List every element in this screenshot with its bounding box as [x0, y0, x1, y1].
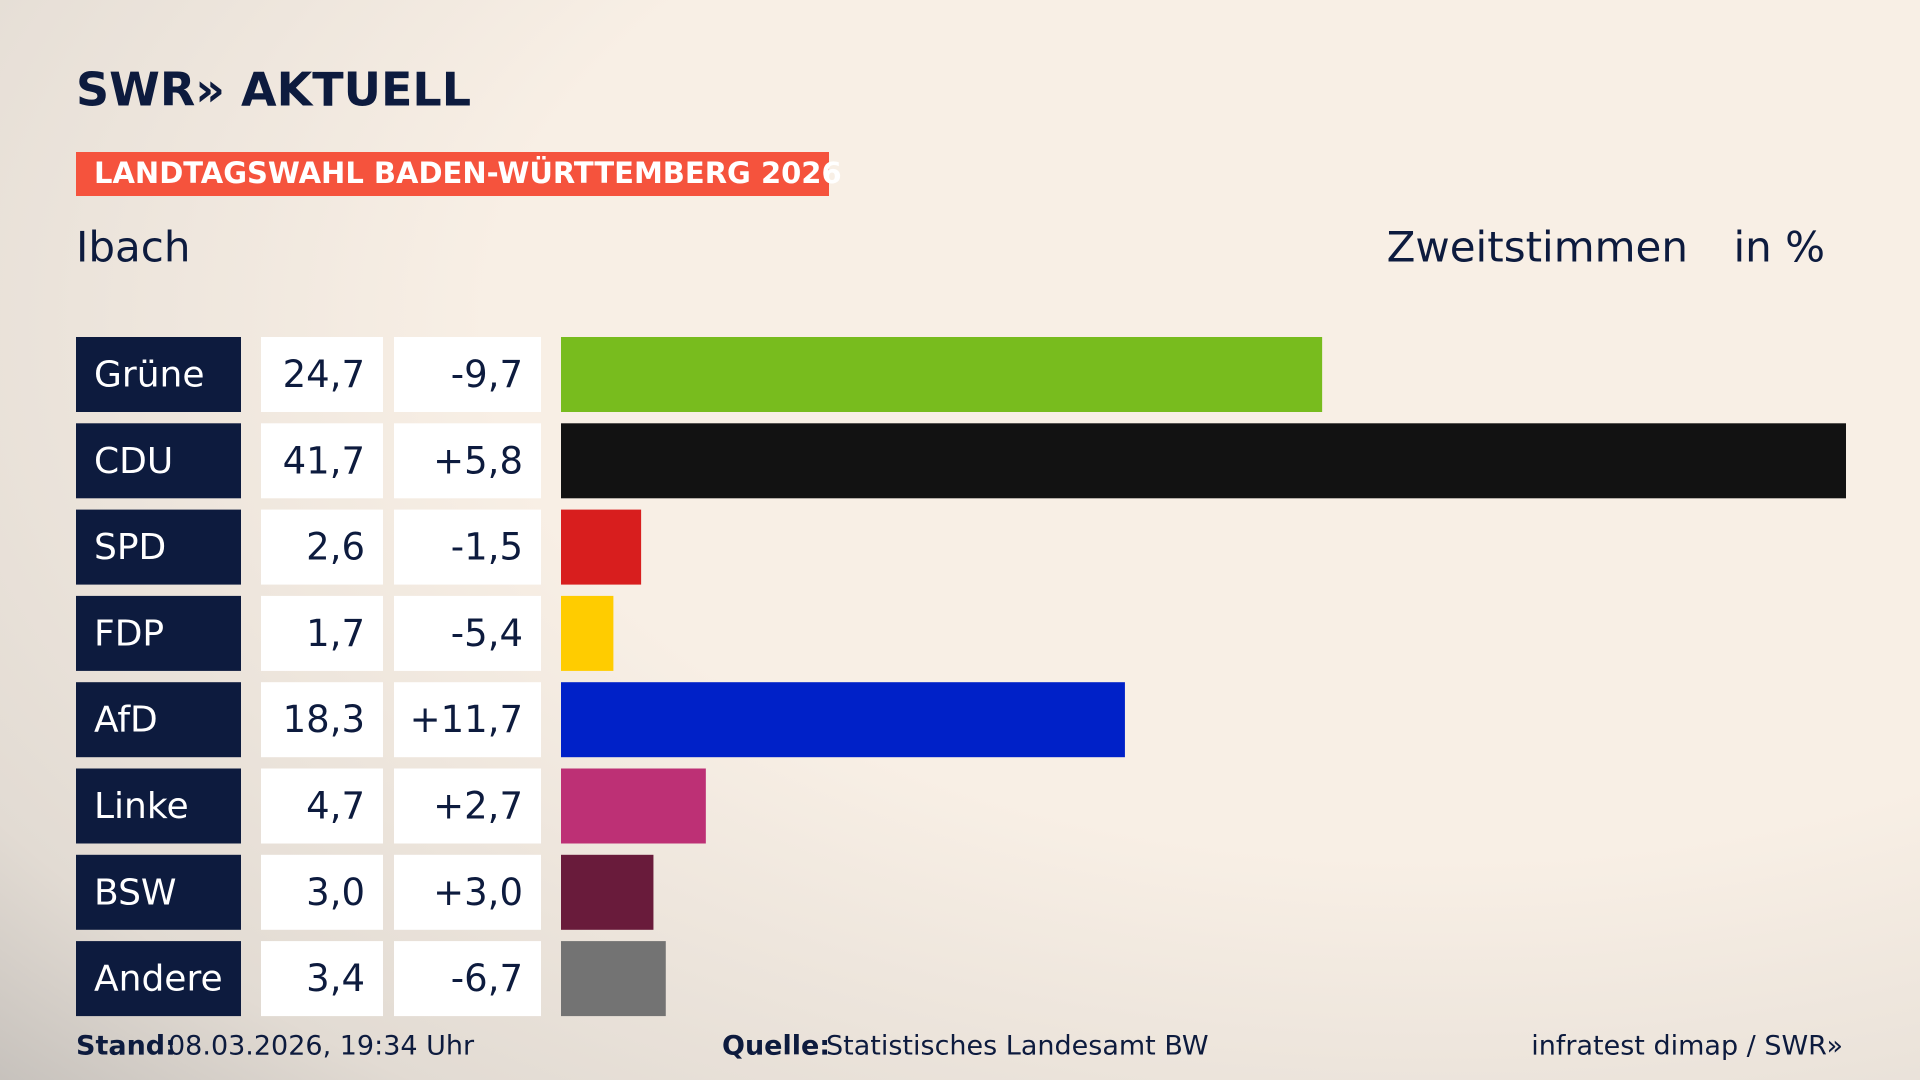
value-label: 1,7	[306, 612, 365, 655]
bar	[561, 595, 614, 671]
source: Statistisches Landesamt BW	[826, 1031, 1209, 1062]
bar	[561, 423, 1846, 499]
value-label: 3,4	[306, 957, 365, 1000]
value-box	[261, 768, 383, 844]
party-label: CDU	[94, 441, 173, 482]
value-box	[261, 595, 383, 671]
change-box	[394, 423, 541, 499]
value-label: 3,0	[306, 871, 365, 914]
change-label: -5,4	[451, 612, 523, 655]
party-label: BSW	[94, 872, 177, 913]
party-box	[76, 854, 241, 930]
bar	[561, 941, 666, 1017]
party-label: SPD	[94, 527, 166, 568]
change-label: +3,0	[433, 871, 523, 914]
party-box	[76, 509, 241, 585]
party-box	[76, 595, 241, 671]
banner-bg	[76, 152, 829, 196]
value-box	[261, 854, 383, 930]
bar	[561, 509, 642, 585]
change-box	[394, 337, 541, 412]
value-box	[261, 682, 383, 758]
change-label: -6,7	[451, 957, 523, 1000]
party-label: AfD	[94, 700, 158, 741]
bar	[561, 854, 654, 930]
change-label: +11,7	[410, 698, 523, 741]
source-label: Quelle:	[722, 1031, 830, 1062]
stand: 08.03.2026, 19:34 Uhr	[168, 1031, 475, 1062]
chart-title: Ibach	[76, 223, 191, 272]
bar	[561, 682, 1125, 758]
bar	[561, 768, 706, 844]
party-box	[76, 337, 241, 412]
change-label: +2,7	[433, 785, 523, 828]
value-label: 2,6	[306, 526, 365, 569]
party-box	[76, 423, 241, 499]
change-label: -9,7	[451, 353, 523, 396]
value-box	[261, 423, 383, 499]
party-box	[76, 682, 241, 758]
party-label: Grüne	[94, 355, 204, 396]
logo: SWR» AKTUELL	[76, 63, 471, 117]
party-label: Linke	[94, 786, 189, 827]
change-label: -1,5	[451, 526, 523, 569]
value-label: 41,7	[283, 439, 365, 482]
unit: in %	[1733, 223, 1825, 272]
value-box	[261, 941, 383, 1017]
party-box	[76, 768, 241, 844]
value-box	[261, 509, 383, 585]
value-box	[261, 337, 383, 412]
stand-label: Stand:	[76, 1031, 176, 1062]
chart-subtitle: Zweitstimmen	[1387, 223, 1688, 272]
credit: infratest dimap / SWR»	[1531, 1031, 1843, 1062]
change-box	[394, 509, 541, 585]
change-box	[394, 595, 541, 671]
party-label: FDP	[94, 613, 164, 654]
change-label: +5,8	[433, 439, 523, 482]
value-label: 18,3	[283, 698, 365, 741]
change-box	[394, 682, 541, 758]
change-box	[394, 768, 541, 844]
value-label: 24,7	[283, 353, 365, 396]
banner: LANDTAGSWAHL BADEN-WÜRTTEMBERG 2026	[94, 156, 842, 190]
bar	[561, 337, 1323, 412]
change-box	[394, 854, 541, 930]
party-box	[76, 941, 241, 1017]
change-box	[394, 941, 541, 1017]
value-label: 4,7	[306, 785, 365, 828]
party-label: Andere	[94, 959, 223, 1000]
